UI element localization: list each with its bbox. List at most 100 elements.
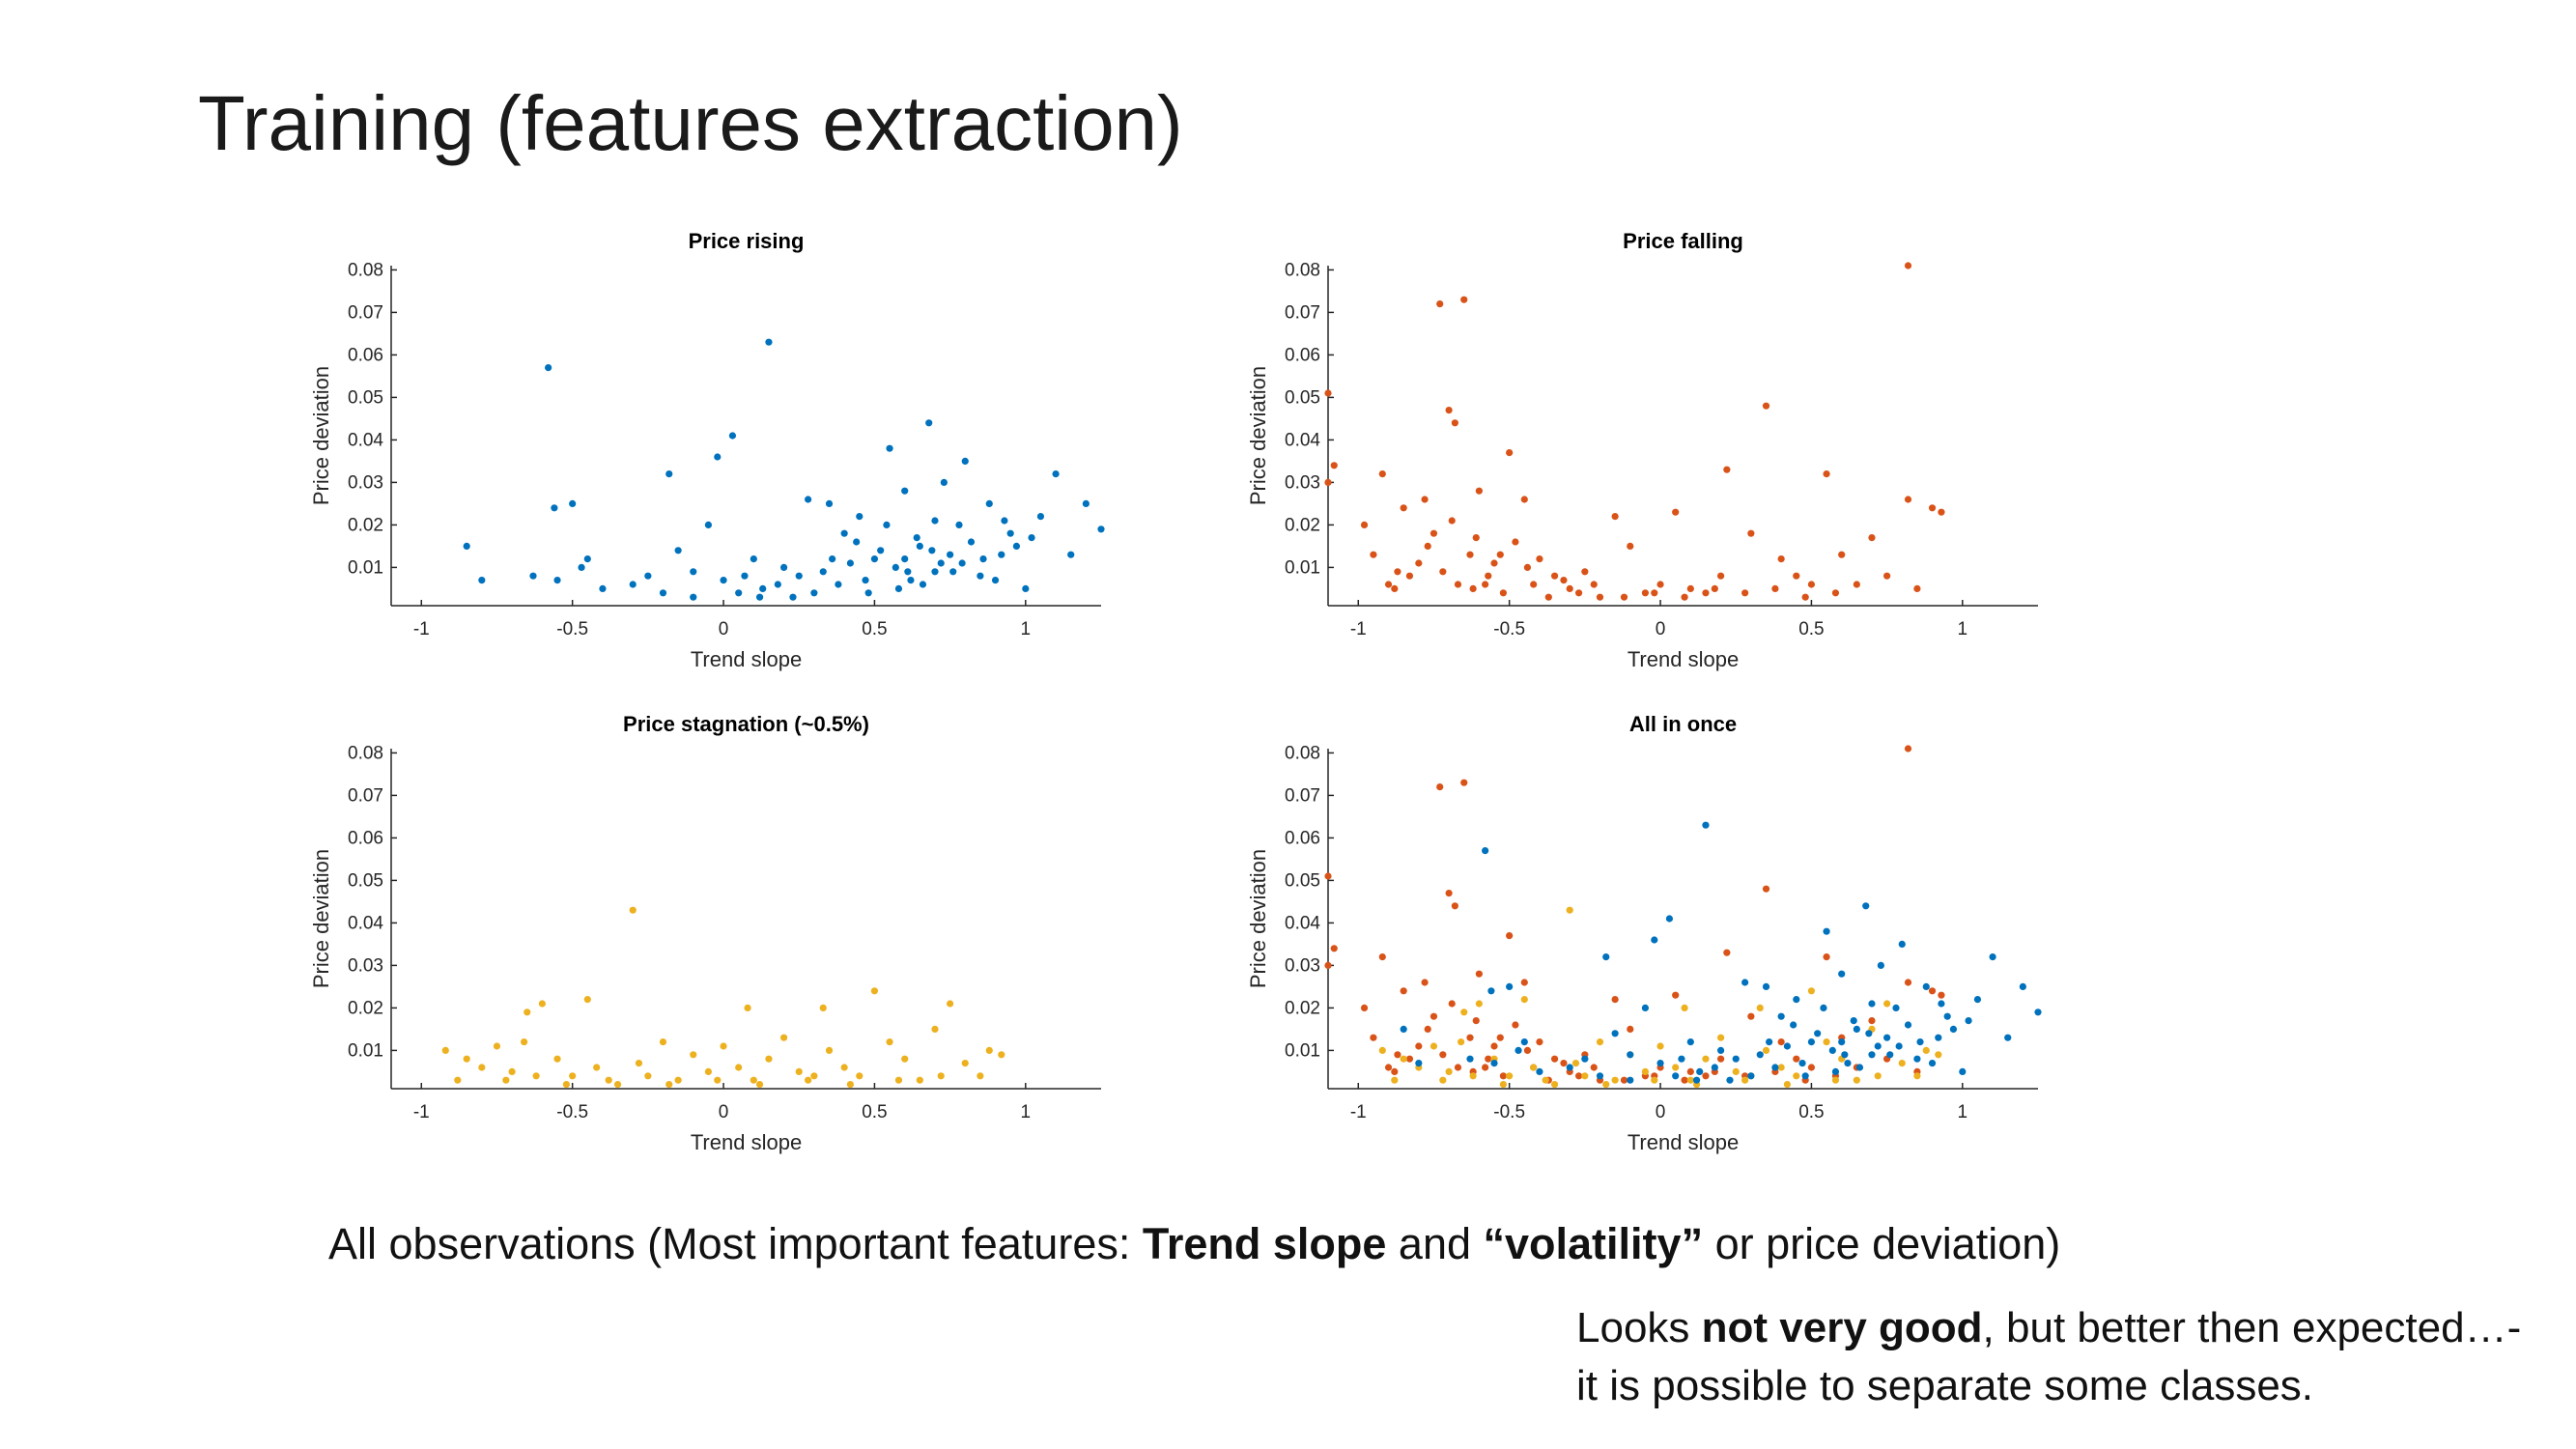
- data-point: [1762, 885, 1770, 893]
- data-point: [1935, 1051, 1942, 1059]
- data-point: [1904, 496, 1912, 503]
- caption-pre: All observations (Most important feature…: [328, 1219, 1143, 1268]
- subplot-title: Price stagnation (~0.5%): [623, 712, 869, 736]
- data-point: [1807, 581, 1816, 588]
- x-tick-label: -1: [413, 1102, 430, 1122]
- data-point: [1868, 1051, 1876, 1059]
- data-point: [1798, 1060, 1806, 1067]
- data-point: [1415, 1042, 1423, 1050]
- data-point: [829, 555, 836, 563]
- data-point: [1904, 979, 1912, 986]
- data-point: [985, 1046, 993, 1054]
- data-point: [1566, 1064, 1573, 1071]
- y-tick-label: 0.05: [348, 870, 383, 891]
- data-point: [665, 1081, 673, 1089]
- data-point: [1482, 581, 1489, 588]
- data-point: [1771, 1064, 1779, 1071]
- subplot-title: Price rising: [689, 229, 805, 253]
- x-tick-label: -0.5: [1493, 1102, 1525, 1122]
- data-point: [853, 538, 861, 546]
- y-tick-label: 0.08: [1285, 743, 1320, 763]
- data-point: [1844, 1060, 1852, 1067]
- data-point: [463, 1055, 470, 1063]
- y-tick-label: 0.03: [1285, 472, 1320, 493]
- data-point: [1514, 1046, 1522, 1054]
- data-point: [1490, 559, 1498, 567]
- data-point: [1883, 1034, 1891, 1041]
- data-point: [578, 563, 585, 572]
- data-point: [840, 529, 848, 537]
- data-point: [1877, 961, 1884, 970]
- data-point: [931, 568, 939, 576]
- data-point: [759, 584, 767, 593]
- data-point: [605, 1076, 612, 1084]
- y-tick-label: 0.06: [348, 828, 383, 848]
- data-point: [1883, 572, 1891, 580]
- data-point: [1716, 1046, 1725, 1054]
- data-point: [1723, 466, 1731, 473]
- data-point: [1536, 555, 1543, 563]
- data-point: [1490, 1060, 1498, 1067]
- data-point: [1965, 1017, 1972, 1025]
- y-tick-label: 0.06: [1285, 345, 1320, 365]
- data-point: [1520, 496, 1528, 503]
- x-axis-label: Trend slope: [691, 1130, 802, 1154]
- data-point: [1913, 1055, 1921, 1063]
- data-point: [1496, 1034, 1504, 1041]
- data-point: [961, 457, 969, 465]
- caption-bold-1: Trend slope: [1142, 1219, 1387, 1268]
- y-tick-label: 0.07: [1285, 785, 1320, 806]
- data-point: [1499, 1072, 1508, 1080]
- x-axis-label: Trend slope: [691, 647, 802, 671]
- data-point: [1430, 1042, 1438, 1050]
- x-tick-label: 0: [719, 619, 729, 639]
- data-point: [1512, 1021, 1519, 1029]
- x-tick-label: -0.5: [1493, 619, 1525, 639]
- data-point: [846, 1081, 855, 1089]
- data-point: [1702, 589, 1710, 597]
- data-point: [1868, 534, 1876, 542]
- data-point: [1370, 551, 1377, 558]
- data-point: [1391, 1076, 1399, 1084]
- data-point: [1665, 915, 1674, 923]
- data-point: [1400, 1025, 1407, 1033]
- data-point: [728, 432, 737, 440]
- data-point: [1370, 1034, 1377, 1041]
- data-point: [1892, 1004, 1900, 1011]
- data-point: [529, 572, 537, 580]
- subplot-2: -1 -0.5 0 0.5 1 0.01 0.02 0.03 0.04 0.05 0.06 0.07 0…: [1246, 229, 2038, 671]
- data-point: [901, 487, 909, 495]
- y-tick-label: 0.08: [348, 260, 383, 280]
- data-point: [1681, 1076, 1688, 1084]
- data-point: [1823, 953, 1830, 961]
- y-tick-label: 0.05: [1285, 387, 1320, 408]
- y-tick-label: 0.03: [1285, 955, 1320, 976]
- x-tick-label: -0.5: [556, 1102, 588, 1122]
- data-point: [1641, 1004, 1650, 1011]
- data-point: [1868, 1017, 1876, 1025]
- data-point: [1895, 1042, 1903, 1050]
- data-point: [1499, 1081, 1508, 1089]
- data-point: [690, 593, 697, 601]
- data-point: [1472, 1017, 1480, 1025]
- data-point: [1506, 449, 1514, 457]
- subplot-title: All in once: [1629, 712, 1737, 736]
- data-point: [1943, 1012, 1951, 1020]
- data-point: [1454, 1064, 1462, 1071]
- data-point: [1627, 1051, 1634, 1059]
- x-axis-label: Trend slope: [1628, 647, 1739, 671]
- data-point: [1391, 1067, 1399, 1075]
- data-point: [1611, 996, 1619, 1004]
- y-tick-label: 0.01: [1285, 1040, 1320, 1061]
- data-point: [1566, 584, 1573, 593]
- data-point: [1482, 1064, 1489, 1071]
- data-point: [1512, 538, 1519, 546]
- y-tick-label: 0.06: [348, 345, 383, 365]
- data-point: [1506, 982, 1514, 990]
- data-point: [1756, 1051, 1764, 1059]
- data-point: [1460, 1009, 1468, 1016]
- data-point: [1520, 979, 1528, 986]
- data-point: [1460, 296, 1468, 303]
- data-point: [1726, 1076, 1734, 1084]
- x-tick-label: -0.5: [556, 619, 588, 639]
